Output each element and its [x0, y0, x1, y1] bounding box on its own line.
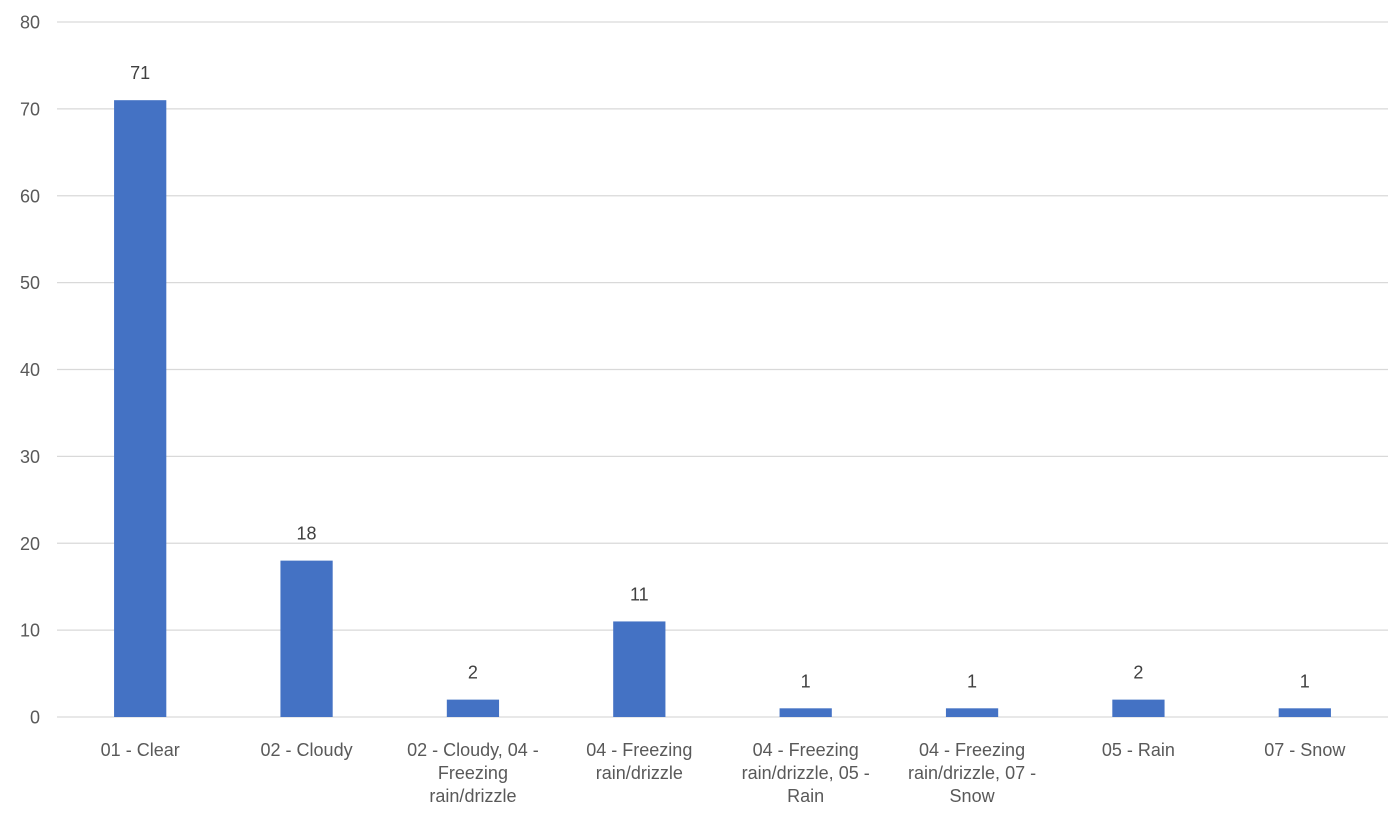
data-label: 71 — [130, 63, 150, 83]
bar — [779, 708, 832, 717]
gridlines — [57, 21, 1388, 718]
x-tick-label: 02 - Cloudy, 04 - — [407, 740, 539, 760]
data-label: 11 — [630, 584, 649, 604]
y-tick-label: 50 — [20, 273, 40, 293]
y-tick-label: 10 — [20, 621, 40, 641]
bar — [1112, 699, 1165, 717]
x-tick-label: 05 - Rain — [1102, 740, 1175, 760]
bar — [446, 699, 500, 717]
y-axis-tick-labels: 0 10 20 30 40 50 60 70 80 — [20, 13, 40, 728]
data-label: 1 — [801, 671, 811, 691]
x-tick-label: 07 - Snow — [1264, 740, 1346, 760]
bars — [114, 100, 1331, 717]
bar — [280, 560, 333, 717]
x-tick-label: rain/drizzle, 07 - — [908, 763, 1036, 783]
bar — [945, 708, 999, 717]
x-axis-tick-labels: 01 - Clear 02 - Cloudy 02 - Cloudy, 04 - Fr… — [101, 740, 1347, 806]
bar — [114, 100, 167, 717]
x-tick-label: 04 - Freezing — [586, 740, 692, 760]
y-tick-label: 0 — [30, 708, 40, 728]
x-tick-label: 02 - Cloudy — [261, 740, 353, 760]
x-tick-label: Rain — [787, 786, 824, 806]
x-tick-label: rain/drizzle, 05 - — [742, 763, 870, 783]
x-tick-label: 04 - Freezing — [919, 740, 1025, 760]
data-label: 1 — [1300, 671, 1310, 691]
data-label: 1 — [967, 671, 977, 691]
x-tick-label: 01 - Clear — [101, 740, 180, 760]
bar — [1278, 708, 1331, 717]
data-label: 18 — [297, 524, 317, 544]
x-tick-label: Snow — [950, 786, 996, 806]
bar — [613, 621, 666, 717]
x-tick-label: 04 - Freezing — [753, 740, 859, 760]
x-tick-label: rain/drizzle — [429, 786, 516, 806]
data-label: 2 — [1133, 663, 1143, 683]
y-tick-label: 40 — [20, 360, 40, 380]
y-tick-label: 70 — [20, 99, 40, 119]
y-tick-label: 30 — [20, 447, 40, 467]
y-tick-label: 60 — [20, 186, 40, 206]
y-tick-label: 20 — [20, 534, 40, 554]
data-label: 2 — [468, 663, 478, 683]
x-tick-label: rain/drizzle — [596, 763, 683, 783]
y-tick-label: 80 — [20, 13, 40, 33]
x-tick-label: Freezing — [438, 763, 508, 783]
